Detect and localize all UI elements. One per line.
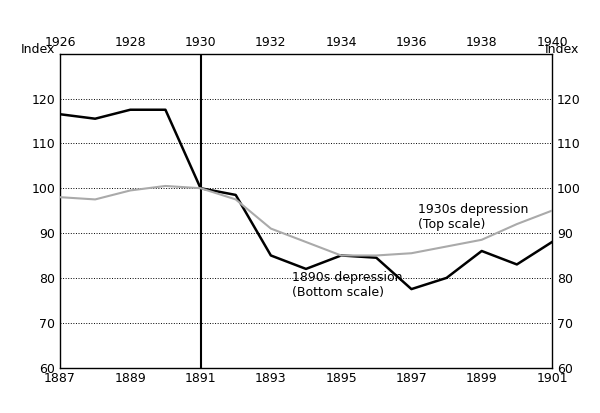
Text: 1890s depression
(Bottom scale): 1890s depression (Bottom scale) — [292, 271, 403, 299]
Text: 1930s depression
(Top scale): 1930s depression (Top scale) — [418, 203, 529, 231]
Text: Index: Index — [545, 43, 579, 56]
Text: Index: Index — [21, 43, 55, 56]
